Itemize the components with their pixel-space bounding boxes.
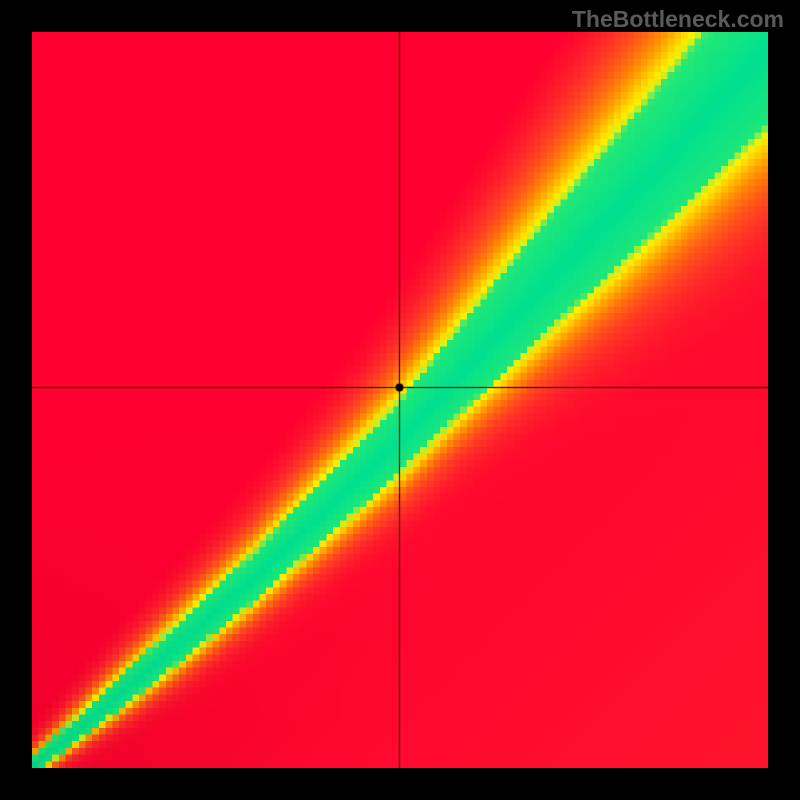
watermark-text: TheBottleneck.com xyxy=(572,6,784,33)
chart-container: TheBottleneck.com xyxy=(0,0,800,800)
crosshair-overlay xyxy=(32,32,768,768)
